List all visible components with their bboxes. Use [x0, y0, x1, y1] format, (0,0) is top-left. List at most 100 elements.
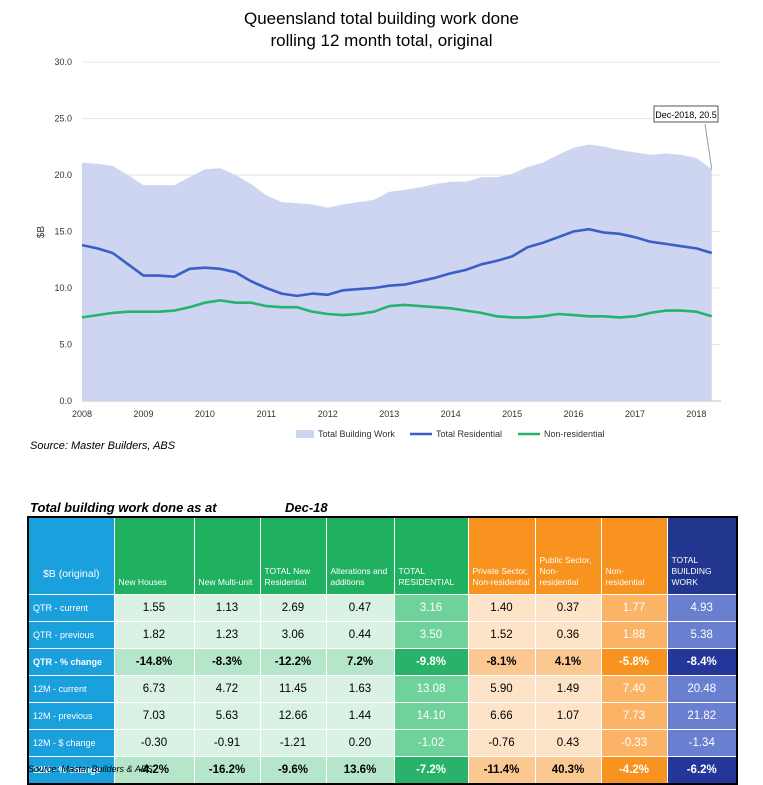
table-cell: 4.1% [534, 648, 602, 676]
chart-title-line-1: Queensland total building work done [243, 9, 520, 28]
table-cell: -8.4% [666, 648, 738, 676]
table-cell: 12.66 [259, 702, 327, 730]
y-tick-label: 0.0 [59, 396, 72, 406]
x-tick-label: 2014 [441, 409, 461, 419]
table-cell: 20.48 [666, 675, 738, 703]
table-cell: -1.34 [666, 729, 738, 757]
table-cell: 5.90 [467, 675, 536, 703]
legend-label-non-residential: Non-residential [544, 429, 605, 439]
table-cell: 6.66 [467, 702, 536, 730]
table-cell: 3.16 [393, 594, 469, 622]
table-cell: -1.21 [259, 729, 327, 757]
table-cell: -16.2% [193, 756, 261, 785]
table-source-note: Source: Master Builders & ABS [28, 764, 153, 774]
header-new-houses: New Houses [113, 516, 195, 595]
table-cell: 7.03 [113, 702, 195, 730]
table-cell: -11.4% [467, 756, 536, 785]
table-cell: 0.44 [325, 621, 395, 649]
table-cell: 0.20 [325, 729, 395, 757]
table-cell: 5.63 [193, 702, 261, 730]
legend-label-total-building-work: Total Building Work [318, 429, 395, 439]
x-tick-label: 2017 [625, 409, 645, 419]
table-cell: -0.30 [113, 729, 195, 757]
table-cell: -14.8% [113, 648, 195, 676]
table-cell: 1.55 [113, 594, 195, 622]
table-row: QTR - previous 1.82 1.23 3.06 0.44 3.50 1.52 0.… [27, 621, 738, 649]
table-cell: 1.88 [600, 621, 668, 649]
annotation-box [653, 105, 719, 123]
header-total-residential: TOTAL RESIDENTIAL [393, 516, 469, 595]
table-cell: -8.1% [467, 648, 536, 676]
header-private-nonres: Private Sector, Non-residential [467, 516, 536, 595]
table-cell: 13.08 [393, 675, 469, 703]
table-cell: 1.49 [534, 675, 602, 703]
table-row: 12M - previous 7.03 5.63 12.66 1.44 14.10 6.66… [27, 702, 738, 730]
table-cell: 1.44 [325, 702, 395, 730]
header-alterations: Alterations and additions [325, 516, 395, 595]
header-public-nonres: Public Sector, Non-residential [534, 516, 602, 595]
table-cell: -0.33 [600, 729, 668, 757]
table-title: Total building work done as at [30, 500, 217, 515]
building-work-table: $B (original) New Houses New Multi-unit … [27, 516, 738, 785]
y-tick-label: 15.0 [54, 227, 72, 237]
table-cell: 5.38 [666, 621, 738, 649]
series-line-total-residential [81, 227, 713, 298]
y-tick-label: 30.0 [54, 57, 72, 67]
annotation-label: Dec-2018, 20.5 [655, 110, 717, 120]
chart-title: Queensland total building work done roll… [0, 8, 763, 52]
header-total-building-work: TOTAL BUILDING WORK [666, 516, 738, 595]
table-cell: -9.8% [393, 648, 469, 676]
x-tick-label: 2009 [133, 409, 153, 419]
table-cell: -0.76 [467, 729, 536, 757]
table-cell: 2.69 [259, 594, 327, 622]
legend-label-total-residential: Total Residential [436, 429, 502, 439]
table-cell: -12.2% [259, 648, 327, 676]
table-cell: -7.2% [393, 756, 469, 785]
table-cell: 0.47 [325, 594, 395, 622]
header-new-multi-unit: New Multi-unit [193, 516, 261, 595]
table-cell: 6.73 [113, 675, 195, 703]
table-cell: 0.37 [534, 594, 602, 622]
x-tick-label: 2008 [72, 409, 92, 419]
table-cell: 4.93 [666, 594, 738, 622]
table-cell: 13.6% [325, 756, 395, 785]
x-tick-label: 2013 [379, 409, 399, 419]
x-tick-label: 2016 [564, 409, 584, 419]
table-date: Dec-18 [285, 500, 328, 515]
x-tick-label: 2012 [318, 409, 338, 419]
table-cell: 3.06 [259, 621, 327, 649]
table-cell: 7.40 [600, 675, 668, 703]
table-cell: 3.50 [393, 621, 469, 649]
table-cell: -5.8% [600, 648, 668, 676]
series-area-total-building-work [82, 144, 712, 401]
chart-title-line-2: rolling 12 month total, original [270, 31, 493, 50]
table-cell: 7.2% [325, 648, 395, 676]
table-cell: -1.02 [393, 729, 469, 757]
table-row: 12M - current 6.73 4.72 11.45 1.63 13.08 5.90 1… [27, 675, 738, 703]
table-cell: 1.82 [113, 621, 195, 649]
row-label: 12M - previous [27, 702, 115, 730]
y-tick-label: 20.0 [54, 170, 72, 180]
table-cell: -6.2% [666, 756, 738, 785]
x-tick-label: 2011 [257, 409, 276, 419]
table-cell: 40.3% [534, 756, 602, 785]
table-cell: -4.2% [600, 756, 668, 785]
table-cell: -9.6% [259, 756, 327, 785]
table-cell: 7.73 [600, 702, 668, 730]
header-label: $B (original) [27, 516, 115, 595]
x-tick-label: 2018 [686, 409, 706, 419]
table-cell: 4.72 [193, 675, 261, 703]
table-cell: -0.91 [193, 729, 261, 757]
table-cell: 1.07 [534, 702, 602, 730]
table-cell: 1.77 [600, 594, 668, 622]
x-tick-label: 2015 [502, 409, 522, 419]
y-axis-label: $B [36, 226, 47, 239]
table-cell: 1.13 [193, 594, 261, 622]
table-row: QTR - % change -14.8% -8.3% -12.2% 7.2% -9.8%… [27, 648, 738, 676]
table-cell: 21.82 [666, 702, 738, 730]
row-label: QTR - previous [27, 621, 115, 649]
annotation-leader-line [704, 123, 713, 170]
table-header-row: $B (original) New Houses New Multi-unit … [27, 516, 738, 595]
table-cell: 14.10 [393, 702, 469, 730]
table-cell: 1.23 [193, 621, 261, 649]
